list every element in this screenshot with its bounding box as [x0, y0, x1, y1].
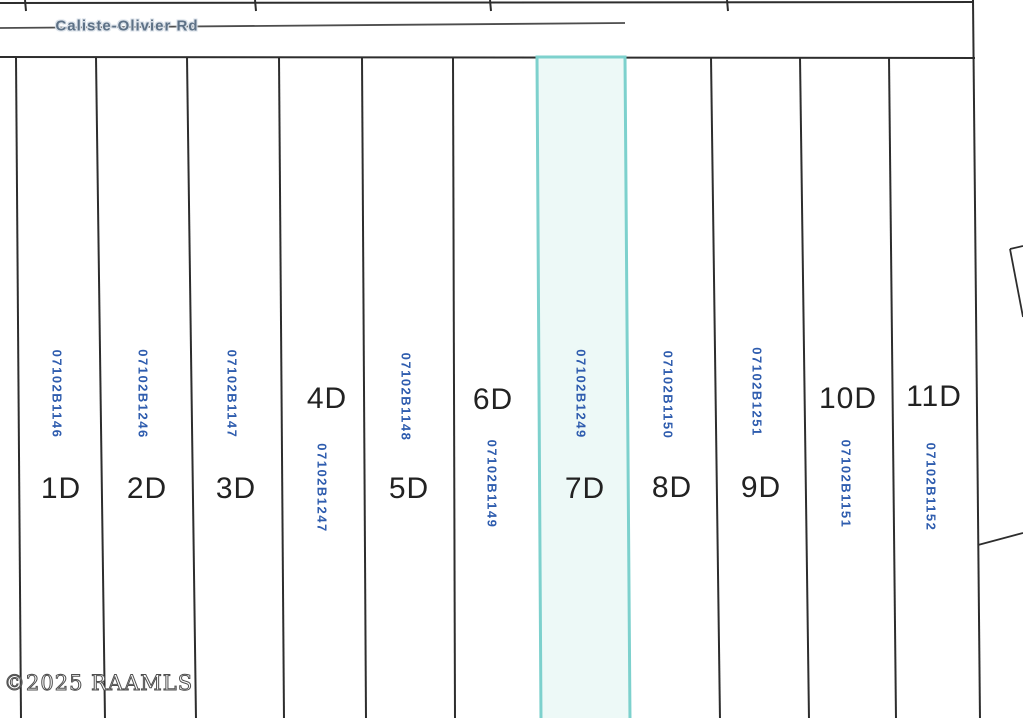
lot-number-label: 10D	[818, 382, 878, 415]
north-parcels-edge-lines	[0, 0, 974, 12]
lot-number-label: 7D	[564, 472, 606, 505]
parcel-id-label: 07102B1148	[398, 352, 414, 442]
parcel-id-label: 07102B1147	[224, 349, 240, 439]
road-name-label: Caliste-Olivier Rd	[55, 17, 199, 35]
parcel-id-label: 07102B1246	[135, 349, 151, 439]
road-centerline	[0, 22, 626, 29]
parcel-id-label: 07102B1251	[749, 347, 765, 437]
lot-number-label: 4D	[306, 382, 348, 415]
parcel-id-label: 07102B1152	[923, 442, 939, 532]
lot-number-label: 5D	[388, 472, 430, 505]
parcel-id-label: 07102B1249	[573, 349, 589, 439]
lot-number-label: 6D	[472, 383, 514, 416]
parcel-id-label: 07102B1146	[49, 349, 65, 439]
parcel-id-label: 07102B1151	[838, 439, 854, 529]
lot-number-label: 2D	[126, 472, 168, 505]
right-edge-partial-parcel-lines	[1009, 245, 1023, 318]
lot-number-label: 8D	[651, 471, 693, 504]
parcel-id-label: 07102B1149	[484, 439, 500, 529]
lot-number-label: 3D	[215, 472, 257, 505]
lot-number-label: 9D	[740, 471, 782, 504]
lot-number-label: 11D	[906, 380, 962, 413]
parcel-id-label: 07102B1247	[314, 443, 330, 533]
parcel-id-label: 07102B1150	[660, 350, 676, 440]
lot-number-label: 1D	[40, 472, 82, 505]
highlighted-parcel-7d[interactable]	[535, 55, 632, 718]
copyright-watermark: ©2025 RAAMLS	[3, 671, 194, 696]
